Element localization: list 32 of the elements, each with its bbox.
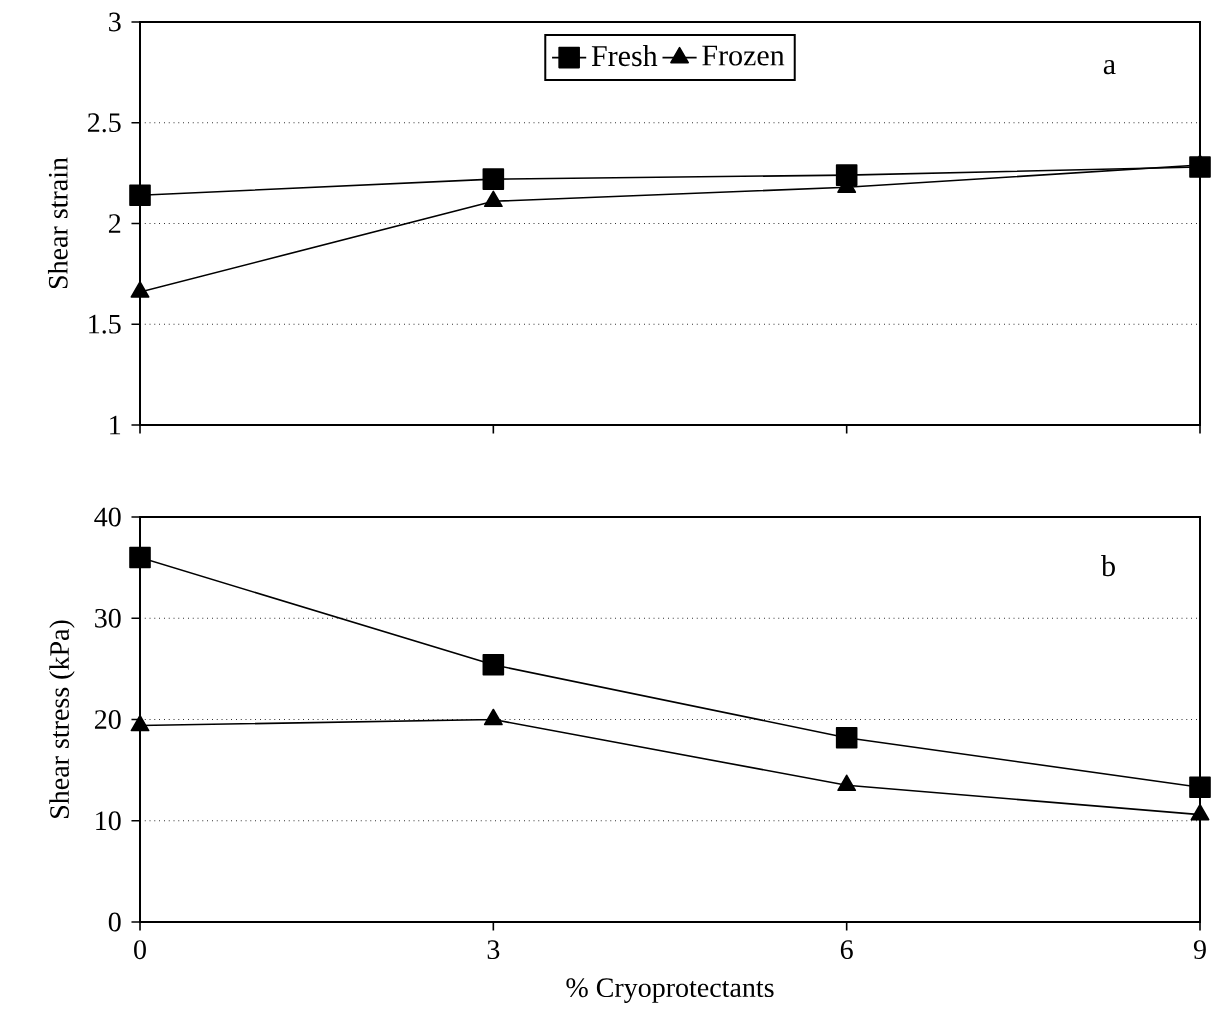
y-tick-label: 30 [95,608,121,628]
x-tick-label: 9 [1193,940,1206,960]
point [483,708,503,726]
y-tick-label: 3 [109,12,121,32]
point [837,774,857,792]
point [129,184,151,207]
y-axis-title: Shear strain [47,157,68,289]
y-tick-label: 2 [108,214,121,233]
y-tick-label: 2.5 [87,113,121,133]
y-tick-label: 0 [108,912,121,932]
annotation: a [1103,59,1116,75]
point [130,714,150,732]
y-tick-label: 1.5 [89,314,121,334]
annotation: b [1101,555,1115,577]
point [130,281,150,298]
x-tick-label: 3 [487,940,500,960]
y-tick-label: 20 [94,710,121,729]
x-axis-title: % Cryoprotectants [566,978,774,1003]
point [835,726,858,749]
x-tick-label: 0 [134,940,146,960]
y-axis-title: Shear stress (kPa) [49,620,75,818]
point [482,168,505,190]
legend-label: Frozen [702,45,785,66]
point [482,654,505,676]
y-tick-label: 1 [110,415,121,435]
legend-label: Fresh [591,45,658,67]
point [1190,803,1210,821]
x-tick-label: 6 [840,940,853,960]
y-tick-label: 10 [96,811,121,831]
y-tick-label: 40 [94,507,121,527]
point [483,190,503,208]
point [129,546,151,569]
